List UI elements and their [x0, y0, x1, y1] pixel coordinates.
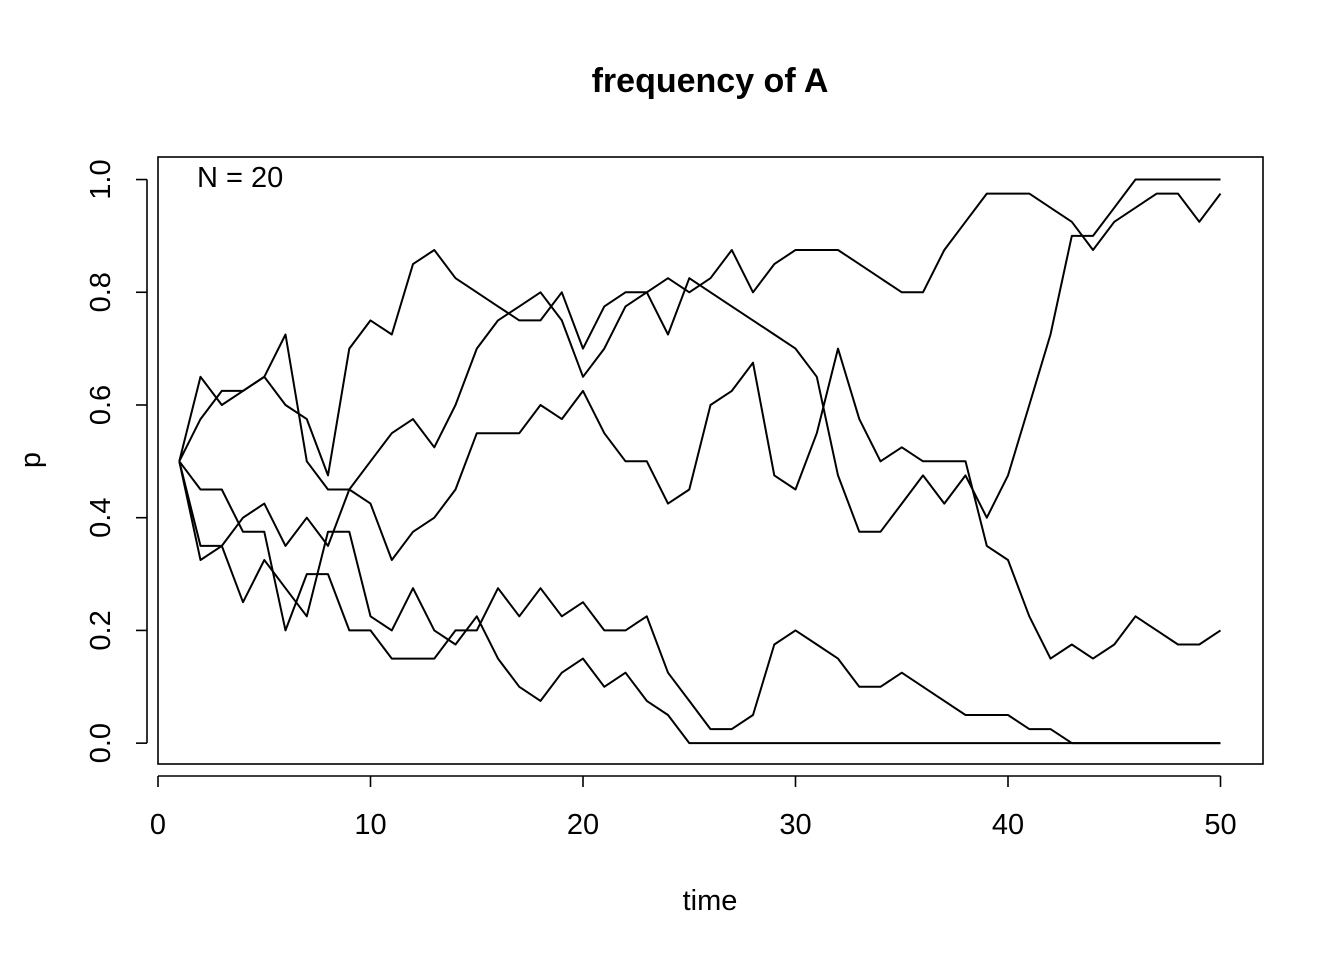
- chart-title: frequency of A: [592, 62, 829, 100]
- y-tick-label: 0.2: [85, 610, 117, 650]
- series-line-4: [178, 461, 1221, 745]
- x-tick-label: 40: [992, 809, 1024, 841]
- sample-size-annotation: N = 20: [197, 162, 283, 194]
- x-tick-label: 10: [354, 809, 386, 841]
- x-axis-label: time: [683, 885, 738, 917]
- series-line-3: [178, 460, 1221, 745]
- y-axis-label: p: [15, 452, 47, 468]
- plot-frame: [157, 156, 1264, 765]
- x-axis: 0 10 20 30 40 50: [150, 775, 1237, 841]
- x-tick-label: 0: [150, 809, 166, 841]
- y-tick-label: 0.4: [85, 498, 117, 538]
- y-tick-label: 1.0: [85, 159, 117, 199]
- series-group: [178, 178, 1222, 745]
- y-axis: 0.0 0.2 0.4 0.6 0.8 1.0: [85, 159, 148, 763]
- series-line-2: [178, 333, 1222, 660]
- x-tick-label: 20: [567, 809, 599, 841]
- y-tick-label: 0.6: [85, 385, 117, 425]
- x-tick-label: 50: [1204, 809, 1236, 841]
- y-tick-label: 0.8: [85, 272, 117, 312]
- series-line-1: [178, 178, 1221, 533]
- x-tick-label: 30: [779, 809, 811, 841]
- series-line-5: [178, 192, 1222, 561]
- y-tick-label: 0.0: [85, 723, 117, 763]
